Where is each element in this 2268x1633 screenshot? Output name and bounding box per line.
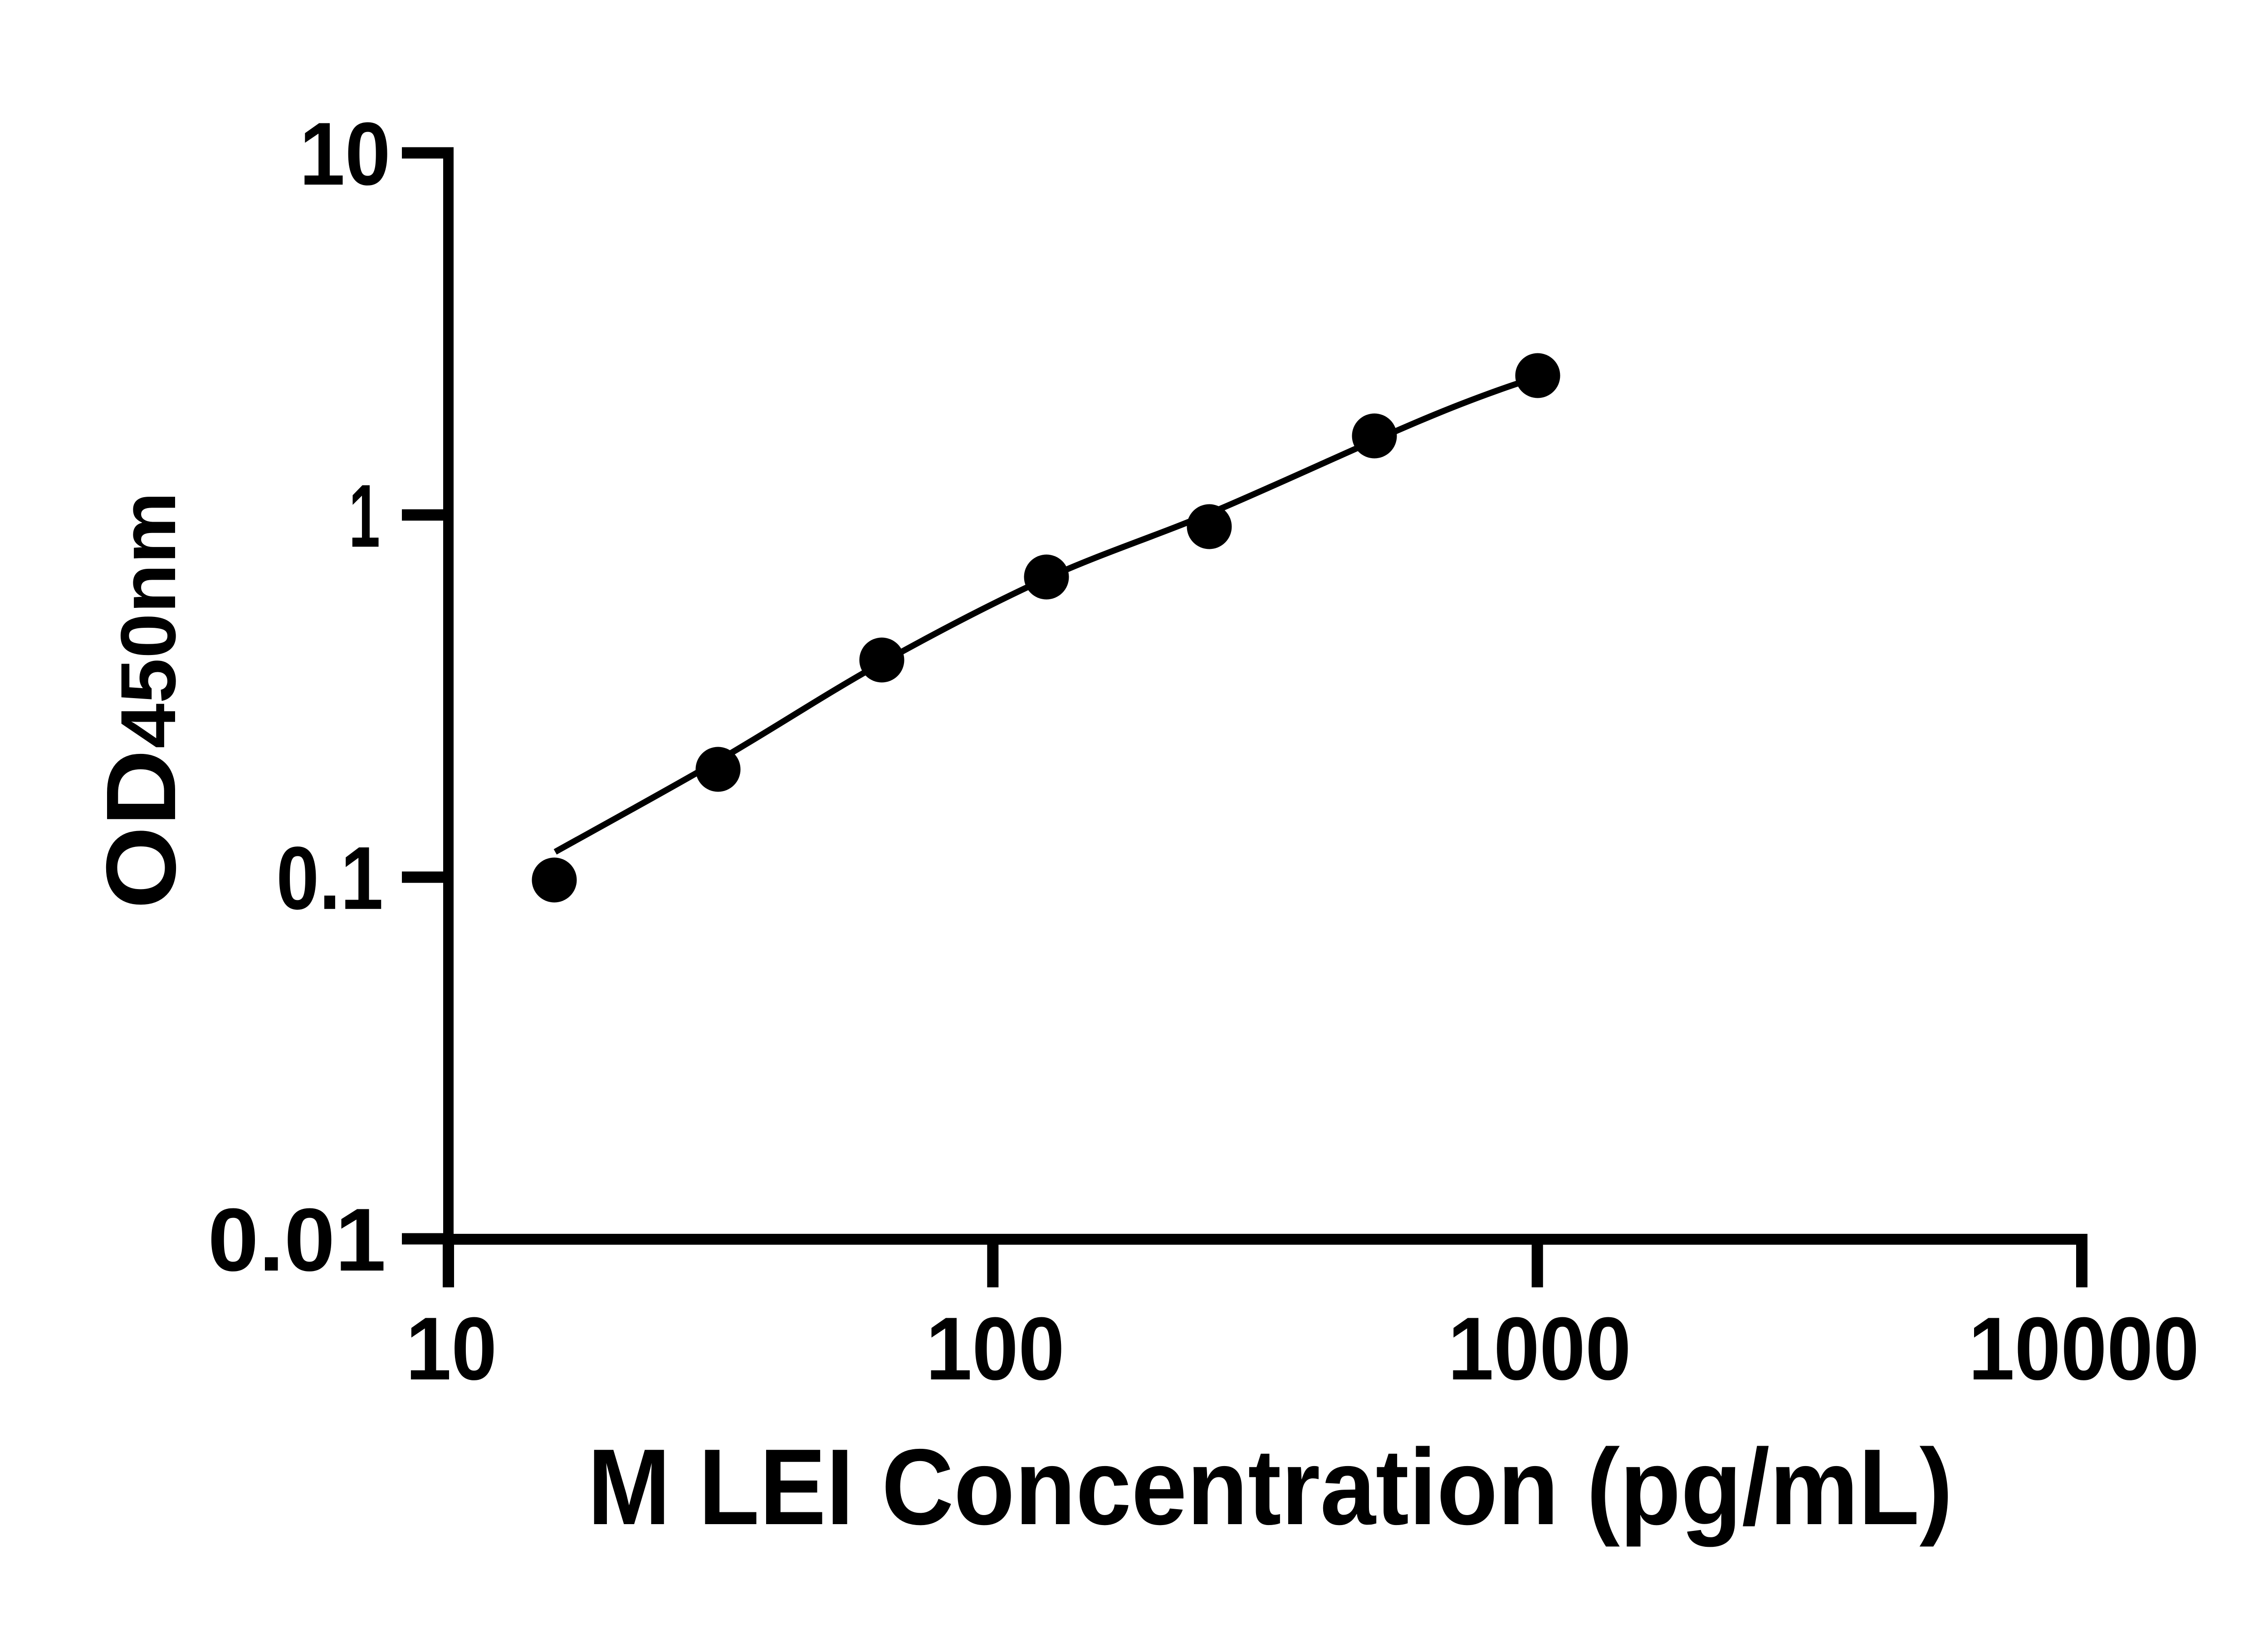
svg-text:10: 10 [299,104,391,204]
svg-text:1000: 1000 [1448,1299,1631,1398]
svg-text:10: 10 [406,1299,497,1398]
svg-text:0.01: 0.01 [208,1190,386,1290]
svg-text:M LEI Concentration (pg/mL): M LEI Concentration (pg/mL) [587,1427,1953,1547]
svg-text:OD: OD [86,749,196,909]
svg-text:450nm: 450nm [105,492,192,748]
svg-text:100: 100 [926,1299,1065,1398]
svg-text:10000: 10000 [1969,1299,2200,1398]
svg-text:0.1: 0.1 [276,828,383,928]
svg-text:1: 1 [349,466,380,566]
